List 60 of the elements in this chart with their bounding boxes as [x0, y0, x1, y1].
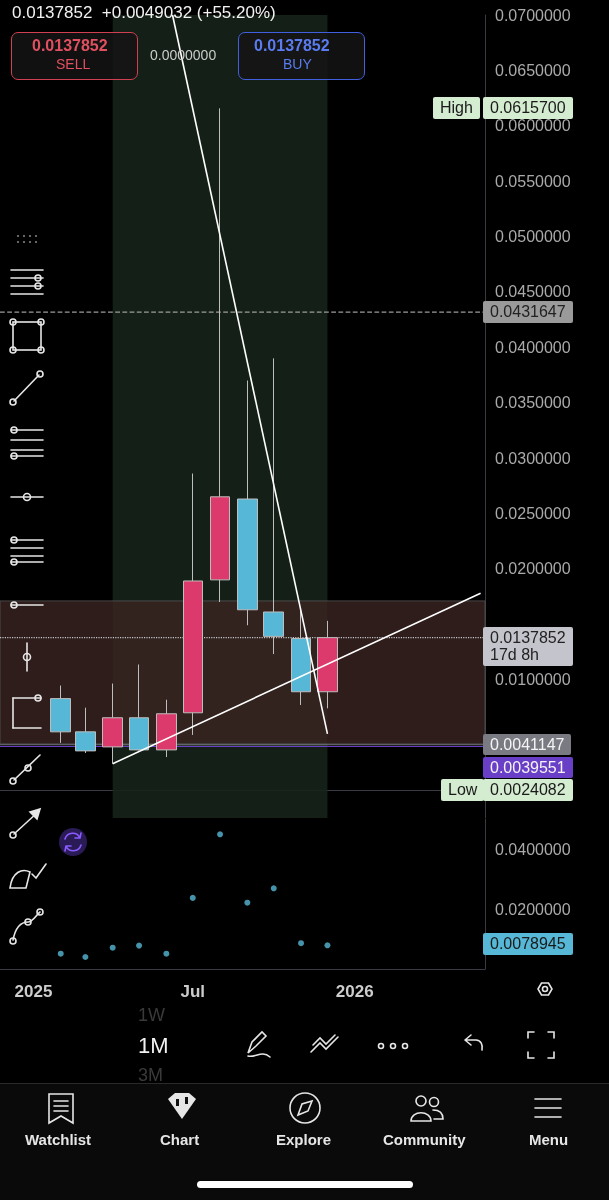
candlestick [183, 473, 203, 736]
text: Watchlist [25, 1131, 92, 1149]
text: Menu [529, 1131, 569, 1149]
x-tick-label: 2025 [14, 982, 53, 1001]
annotation: 0.0137852 [32, 37, 108, 55]
candlestick [50, 685, 71, 744]
y-tick-label: 0.0450000 [495, 283, 571, 301]
y-tick-label: 0.0500000 [495, 228, 571, 246]
point [217, 831, 224, 838]
candlestick [129, 663, 149, 751]
y-tick-label: 0.0250000 [495, 504, 571, 522]
text: 0.0078945 [483, 933, 573, 955]
candlestick [237, 380, 258, 626]
y-tick-label: 0.0600000 [495, 117, 571, 135]
point [189, 894, 196, 901]
x-tick-label: Jul [180, 982, 206, 1001]
ref-line-label: 0.0039551 [483, 756, 573, 779]
candlestick [210, 107, 230, 603]
candlestick [317, 620, 338, 709]
text: 0.0615700 [483, 97, 573, 119]
point [109, 944, 116, 951]
y-tick-label: 0.0550000 [495, 172, 571, 190]
ref-line-label: 0.0431647 [483, 301, 573, 323]
annotation: BUY [283, 56, 312, 73]
candlestick [75, 707, 96, 754]
annotation: High [433, 97, 480, 119]
text: 0.0024082 [483, 779, 573, 801]
point [324, 942, 331, 949]
candlestick [263, 357, 284, 655]
text: Explore [276, 1131, 332, 1149]
point [270, 885, 277, 892]
point [82, 954, 89, 960]
point [163, 950, 170, 957]
point [298, 940, 305, 947]
y-tick-label: 0.0200000 [495, 900, 571, 918]
x-tick-label: 2026 [335, 982, 374, 1001]
y-tick-label: 0.0300000 [495, 449, 571, 467]
y-tick-label: 0.0700000 [495, 6, 571, 24]
text: Chart [160, 1131, 200, 1149]
text: Community [383, 1131, 466, 1149]
annotation: SELL [56, 56, 91, 73]
y-tick-label: 0.0400000 [495, 840, 571, 858]
ref-line-label: 0.0041147 [483, 733, 572, 756]
ref-line-label: 0.0137852 17d 8h [483, 626, 573, 666]
candlestick [156, 699, 177, 758]
annotation: 0.0137852 [254, 37, 330, 55]
text: 3M [138, 1065, 164, 1086]
point [244, 899, 251, 906]
y-tick-label: 0.0200000 [495, 560, 571, 578]
point [57, 950, 64, 957]
text: 1M [138, 1033, 169, 1059]
text: 1W [138, 1005, 165, 1026]
annotation: Low [441, 779, 485, 801]
candlestick [102, 683, 123, 765]
point [136, 942, 143, 949]
y-tick-label: 0.0350000 [495, 394, 571, 412]
y-tick-label: 0.0400000 [495, 338, 571, 356]
annotation: 0.0137852 +0.0049032 (+55.20%) [12, 3, 276, 23]
y-tick-label: 0.0100000 [495, 671, 571, 689]
y-tick-label: 0.0650000 [495, 61, 571, 79]
